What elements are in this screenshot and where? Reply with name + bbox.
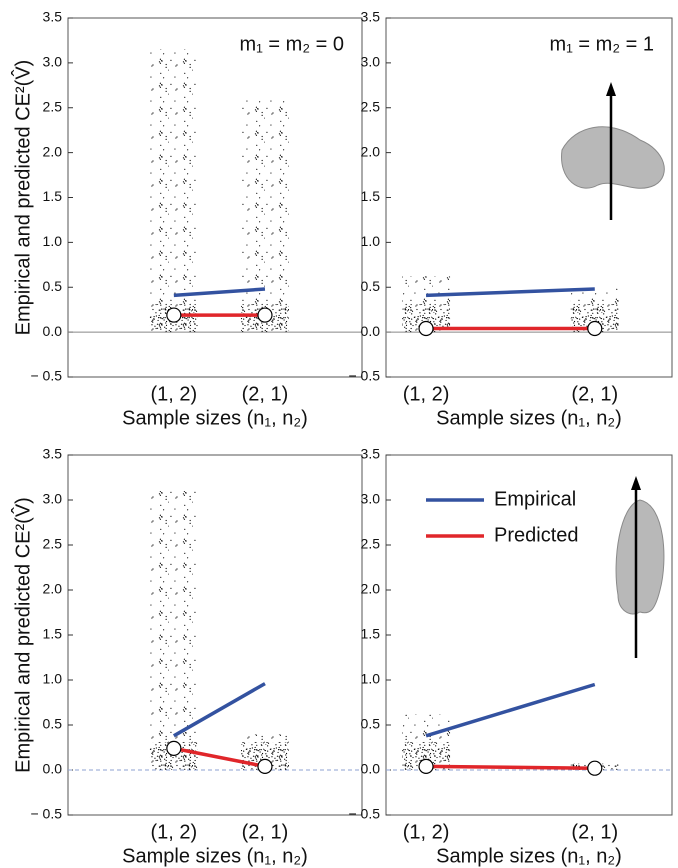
y-tick-label: 2.5 (43, 536, 63, 552)
y-tick-label: 3.0 (361, 54, 381, 70)
y-tick-label: 2.5 (361, 98, 381, 114)
y-axis-label: Empirical and predicted CE²(V̂) (11, 60, 34, 336)
y-axis-label: Empirical and predicted CE²(V̂) (11, 497, 34, 773)
y-tick-label: 2.0 (43, 581, 63, 597)
series-line (426, 764, 595, 770)
x-tick-label: (1, 2) (150, 383, 197, 405)
y-tick-label: 2.0 (361, 143, 381, 159)
plot-frame (67, 454, 363, 816)
point (587, 760, 603, 776)
y-tick-label: − 0.5 (30, 806, 62, 822)
series-line (172, 682, 266, 738)
y-tick-label: 0.5 (361, 278, 381, 294)
y-tick-label: 2.5 (361, 536, 381, 552)
point (257, 758, 273, 775)
point (418, 758, 434, 775)
y-tick-label: 1.5 (361, 626, 381, 642)
series-line (425, 287, 595, 298)
y-tick-label: 2.0 (43, 143, 63, 159)
y-tick-label: 3.5 (43, 446, 63, 462)
x-axis-label: Sample sizes (n₁, n₂) (122, 407, 308, 429)
legend-label: Empirical (494, 488, 576, 510)
y-tick-label: 0.0 (43, 323, 63, 339)
shape-icon (561, 82, 665, 220)
series-line (173, 746, 266, 769)
point (587, 320, 603, 337)
y-tick-label: 1.5 (361, 188, 381, 204)
sample-cloud (240, 98, 289, 333)
y-tick-label: 0.0 (43, 761, 63, 777)
y-tick-label: 3.0 (43, 54, 63, 70)
point (166, 307, 182, 323)
y-tick-label: 1.5 (43, 188, 63, 204)
y-tick-label: 0.5 (361, 716, 381, 732)
y-tick-label: 1.5 (43, 626, 63, 642)
x-tick-label: (2, 1) (571, 383, 618, 405)
sample-cloud (149, 491, 198, 770)
x-axis-label: Sample sizes (n₁, n₂) (122, 845, 308, 867)
x-tick-label: (1, 2) (150, 821, 197, 843)
x-tick-label: (2, 1) (242, 383, 289, 405)
y-tick-label: 1.0 (361, 671, 381, 687)
point (418, 320, 434, 337)
y-tick-label: 3.5 (43, 9, 63, 25)
y-tick-label: 3.0 (43, 491, 63, 507)
legend-label: Predicted (494, 524, 579, 546)
series-line (425, 682, 596, 738)
y-tick-label: 0.5 (43, 278, 63, 294)
x-axis-label: Sample sizes (n₁, n₂) (436, 845, 622, 867)
series-line (173, 287, 266, 298)
panel-title: m₁ = m₂ = 0 (239, 33, 344, 55)
y-tick-label: − 0.5 (30, 368, 62, 384)
y-tick-label: 3.0 (361, 491, 381, 507)
panel-title: m₁ = m₂ = 1 (549, 33, 654, 55)
y-tick-label: − 0.5 (348, 806, 380, 822)
y-tick-label: 1.0 (361, 233, 381, 249)
point (166, 740, 182, 757)
y-tick-label: 0.5 (43, 716, 63, 732)
x-tick-label: (1, 2) (403, 383, 450, 405)
y-tick-label: 3.5 (361, 9, 381, 25)
y-tick-label: 2.0 (361, 581, 381, 597)
x-axis-label: Sample sizes (n₁, n₂) (436, 407, 622, 429)
y-tick-label: 2.5 (43, 98, 63, 114)
y-tick-label: 0.0 (361, 323, 381, 339)
x-tick-label: (2, 1) (571, 821, 618, 843)
point (257, 307, 273, 323)
x-tick-label: (1, 2) (403, 821, 450, 843)
shape-icon (615, 476, 665, 658)
y-tick-label: 3.5 (361, 446, 381, 462)
y-tick-label: − 0.5 (348, 368, 380, 384)
y-tick-label: 1.0 (43, 233, 63, 249)
y-tick-label: 1.0 (43, 671, 63, 687)
sample-cloud (149, 49, 198, 333)
x-tick-label: (2, 1) (242, 821, 289, 843)
plot-frame (67, 17, 363, 378)
y-tick-label: 0.0 (361, 761, 381, 777)
